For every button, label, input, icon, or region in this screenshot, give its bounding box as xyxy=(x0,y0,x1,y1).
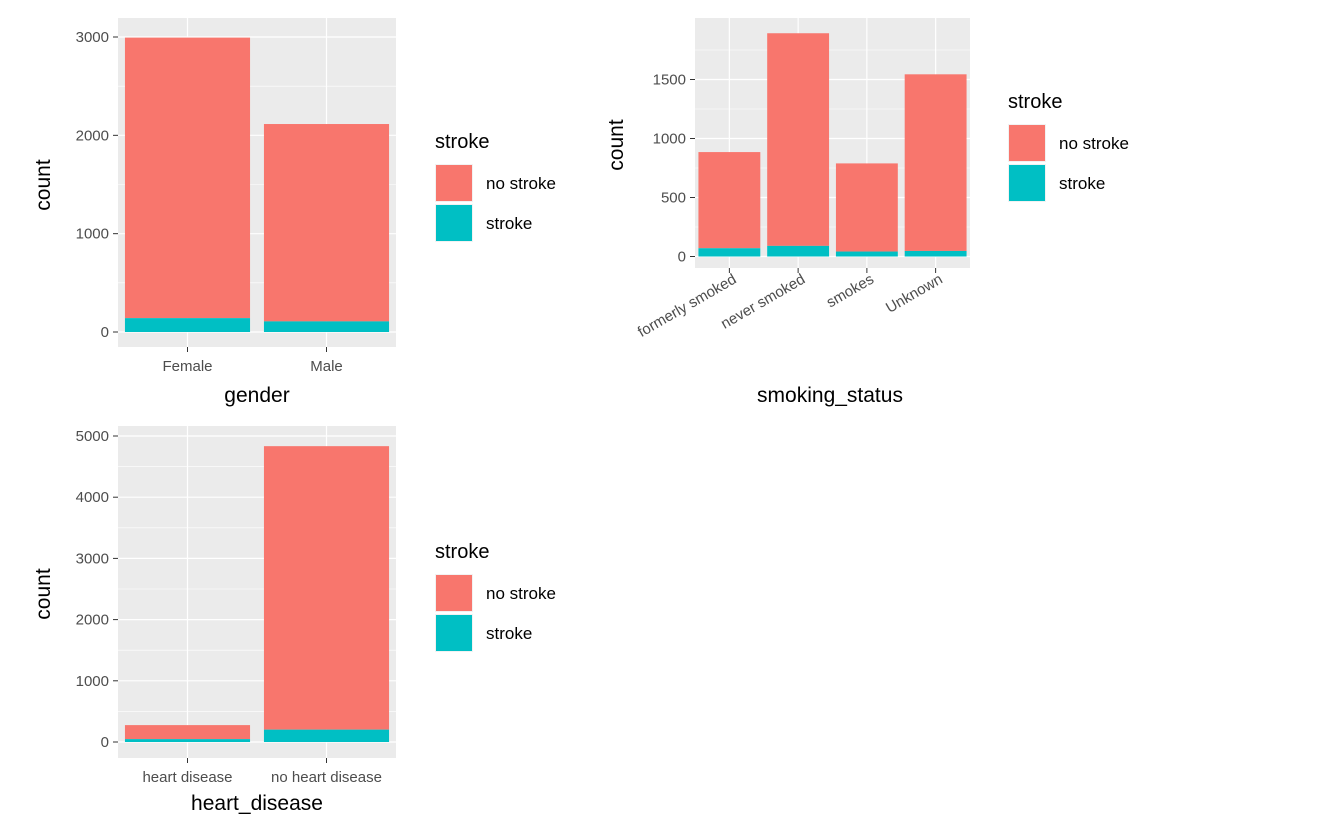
y-axis-title: count xyxy=(32,159,55,211)
y-tick-label: 1000 xyxy=(76,226,109,243)
y-tick-label: 0 xyxy=(101,734,109,751)
bar-no-stroke xyxy=(263,446,390,730)
x-tick-label: smokes xyxy=(824,271,877,312)
bar-no-stroke xyxy=(698,152,761,249)
y-tick-label: 1500 xyxy=(653,72,686,89)
chart-panel-3: 0 1000 2000 3000 4000 5000 heart disease no hea… xyxy=(32,426,556,815)
chart-panel-1: 0 1000 2000 3000 Female Male gender count stroke… xyxy=(32,18,556,407)
legend: stroke no stroke stroke xyxy=(1008,91,1129,202)
x-tick-label: heart disease xyxy=(142,769,232,786)
bar-stroke xyxy=(124,318,251,332)
y-tick-label: 3000 xyxy=(76,29,109,46)
x-tick-label: formerly smoked xyxy=(635,271,740,341)
legend-label: no stroke xyxy=(486,584,556,603)
x-axis-title: heart_disease xyxy=(191,792,323,815)
bar-stroke xyxy=(835,251,898,257)
legend-key-swatch xyxy=(1009,125,1045,161)
legend-title: stroke xyxy=(1008,91,1062,113)
legend-label: no stroke xyxy=(486,174,556,193)
bar-no-stroke xyxy=(904,74,967,251)
x-axis-title: smoking_status xyxy=(757,384,903,407)
y-tick-label: 0 xyxy=(101,324,109,341)
legend-label: no stroke xyxy=(1059,134,1129,153)
y-tick-label: 5000 xyxy=(76,428,109,445)
bar-no-stroke xyxy=(124,37,251,319)
bar-no-stroke xyxy=(767,33,830,246)
bar-no-stroke xyxy=(263,124,390,322)
bar-stroke xyxy=(263,729,390,742)
legend-label: stroke xyxy=(1059,174,1105,193)
y-tick-label: 1000 xyxy=(653,131,686,148)
legend: stroke no stroke stroke xyxy=(435,541,556,652)
x-axis-title: gender xyxy=(224,384,289,407)
bar-stroke xyxy=(698,248,761,257)
y-tick-label: 1000 xyxy=(76,673,109,690)
legend: stroke no stroke stroke xyxy=(435,131,556,242)
x-tick-label: Female xyxy=(162,358,212,375)
x-tick-label: Unknown xyxy=(883,271,946,317)
y-tick-label: 3000 xyxy=(76,550,109,567)
bar-stroke xyxy=(904,250,967,257)
legend-label: stroke xyxy=(486,214,532,233)
y-tick-label: 4000 xyxy=(76,489,109,506)
y-tick-label: 500 xyxy=(661,190,686,207)
legend-title: stroke xyxy=(435,541,489,563)
y-tick-label: 2000 xyxy=(76,612,109,629)
y-axis-title: count xyxy=(32,568,55,620)
y-axis-title: count xyxy=(605,119,628,171)
bar-stroke xyxy=(124,739,251,742)
legend-key-swatch xyxy=(1009,165,1045,201)
bar-no-stroke xyxy=(835,163,898,252)
legend-key-swatch xyxy=(436,575,472,611)
y-tick-label: 2000 xyxy=(76,127,109,144)
bar-stroke xyxy=(263,321,390,332)
bar-stroke xyxy=(767,245,830,257)
legend-key-swatch xyxy=(436,615,472,651)
x-tick-label: Male xyxy=(310,358,343,375)
legend-label: stroke xyxy=(486,624,532,643)
x-tick-label: no heart disease xyxy=(271,769,382,786)
legend-key-swatch xyxy=(436,205,472,241)
legend-title: stroke xyxy=(435,131,489,153)
legend-key-swatch xyxy=(436,165,472,201)
y-tick-label: 0 xyxy=(678,249,686,266)
bar-no-stroke xyxy=(124,725,251,740)
